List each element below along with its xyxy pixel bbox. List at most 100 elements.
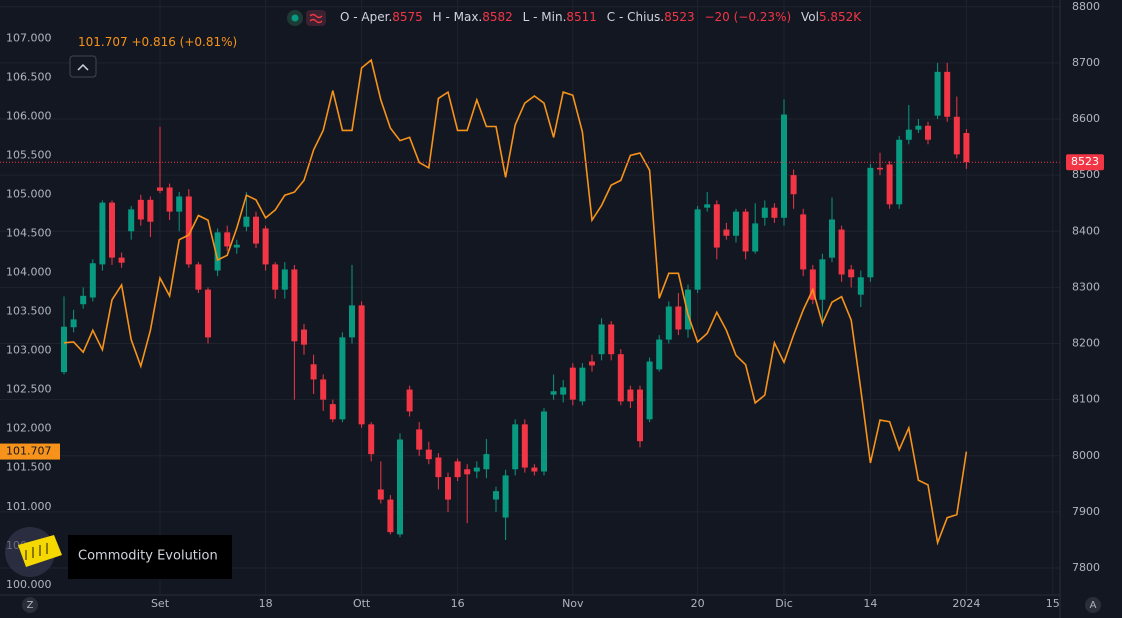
candle-body xyxy=(502,475,509,518)
legend-value: 5.852K xyxy=(818,10,862,24)
candle-body xyxy=(416,429,423,450)
y-tick-label: 7900 xyxy=(1072,505,1100,518)
candle-body xyxy=(109,202,116,258)
y2-tick-label: 105.000 xyxy=(6,187,52,200)
x-tick-label: 16 xyxy=(451,597,465,610)
candle-body xyxy=(944,71,951,117)
candle-body xyxy=(137,199,144,220)
candle-body xyxy=(128,209,135,232)
zoom-button[interactable] xyxy=(22,597,38,613)
candle-body xyxy=(685,289,692,330)
auto-button[interactable] xyxy=(1085,597,1101,613)
candle-body xyxy=(646,361,653,420)
candle-body xyxy=(713,204,720,248)
legend-label: H - Max. xyxy=(432,10,483,24)
ohlc-legend: O - Aper.8575 H - Max.8582 L - Min.8511 … xyxy=(340,10,867,24)
y2-tick-label: 103.500 xyxy=(6,305,52,318)
candle-body xyxy=(61,326,68,373)
candle-body xyxy=(560,387,567,395)
candle-body xyxy=(89,263,96,298)
y-tick-label: 8100 xyxy=(1072,393,1100,406)
candle-body xyxy=(233,244,240,248)
candle-body xyxy=(733,211,740,236)
legend-label: O - Aper. xyxy=(340,10,393,24)
x-tick-label: 15 xyxy=(1046,597,1060,610)
candle-body xyxy=(262,228,269,265)
x-tick-label: Dic xyxy=(775,597,793,610)
candle-body xyxy=(329,404,336,420)
candle-body xyxy=(224,232,231,247)
marks xyxy=(0,58,1060,546)
candle-body xyxy=(214,232,221,271)
overlay-last: 101.707 xyxy=(78,35,128,49)
candle-body xyxy=(905,129,912,140)
candle-body xyxy=(857,277,864,295)
candle-body xyxy=(579,367,586,402)
candle-body xyxy=(339,337,346,420)
x-tick-label: 14 xyxy=(863,597,877,610)
candle-body xyxy=(377,489,384,500)
legend-label: Vol xyxy=(800,10,819,24)
legend-value: 8523 xyxy=(664,10,695,24)
candle-body xyxy=(569,367,576,400)
candle-body xyxy=(761,207,768,218)
logo xyxy=(25,543,48,560)
watermark: Commodity Evolution xyxy=(78,549,218,564)
candle-body xyxy=(953,116,960,155)
y-tick-label: 8700 xyxy=(1072,56,1100,69)
candle-body xyxy=(848,269,855,278)
candle-body xyxy=(521,424,528,468)
legend-value: 8575 xyxy=(392,10,423,24)
candle-body xyxy=(195,264,202,290)
compare-icon xyxy=(306,10,326,26)
candle-body xyxy=(637,389,644,442)
watermark-box xyxy=(68,535,232,579)
candle-body xyxy=(243,216,250,227)
candle-body xyxy=(253,216,260,244)
collapse-button[interactable] xyxy=(69,55,97,78)
axes: Set18Ott16Nov20Dic14202415100.000100.500… xyxy=(0,31,1060,610)
candle-body xyxy=(608,324,615,355)
candle-body xyxy=(301,329,308,345)
x-tick-label: Nov xyxy=(562,597,584,610)
candle-body xyxy=(291,269,298,342)
y2-tick-label: 102.500 xyxy=(6,383,52,396)
candle-body xyxy=(915,125,922,130)
grid xyxy=(0,0,1060,595)
y2-tick-label: 102.000 xyxy=(6,422,52,435)
candle-body xyxy=(589,361,596,366)
overlay-change: +0.816 (+0.81%) xyxy=(131,35,238,49)
candle-body xyxy=(99,202,106,265)
right-axis-panel xyxy=(1060,0,1122,618)
y2-tick-label: 104.500 xyxy=(6,226,52,239)
legend-label: C - Chius. xyxy=(606,10,665,24)
overlay-tag-label: 101.707 xyxy=(6,445,52,458)
candle-body xyxy=(272,264,279,290)
candle-body xyxy=(454,461,461,478)
candle-body xyxy=(896,139,903,205)
candle-body xyxy=(281,269,288,290)
compare-icon xyxy=(309,13,323,24)
candle-body xyxy=(425,449,432,460)
candle-body xyxy=(675,306,682,330)
y-tick-label: 7800 xyxy=(1072,561,1100,574)
candle-body xyxy=(742,211,749,252)
candle-body xyxy=(877,167,884,170)
overlay-tag xyxy=(0,443,60,460)
candle-body xyxy=(790,175,797,195)
candle-body xyxy=(473,467,480,472)
candle-body xyxy=(406,389,413,412)
candle-body xyxy=(464,469,471,475)
legend-value: 8511 xyxy=(566,10,597,24)
candle-body xyxy=(963,133,970,163)
candle-body xyxy=(483,454,490,470)
candle-body xyxy=(550,391,557,395)
right-axis: 7800 7900 8000 8100 8200 8300 8400 8500 8600 8700… xyxy=(1066,0,1104,574)
collapse-icon xyxy=(77,63,89,71)
candle-body xyxy=(627,389,634,402)
candle-body xyxy=(656,339,663,370)
candle-body xyxy=(598,324,605,355)
y2-tick-label: 104.000 xyxy=(6,266,52,279)
y-tick-label: 8400 xyxy=(1072,224,1100,237)
candle-body xyxy=(925,125,932,140)
